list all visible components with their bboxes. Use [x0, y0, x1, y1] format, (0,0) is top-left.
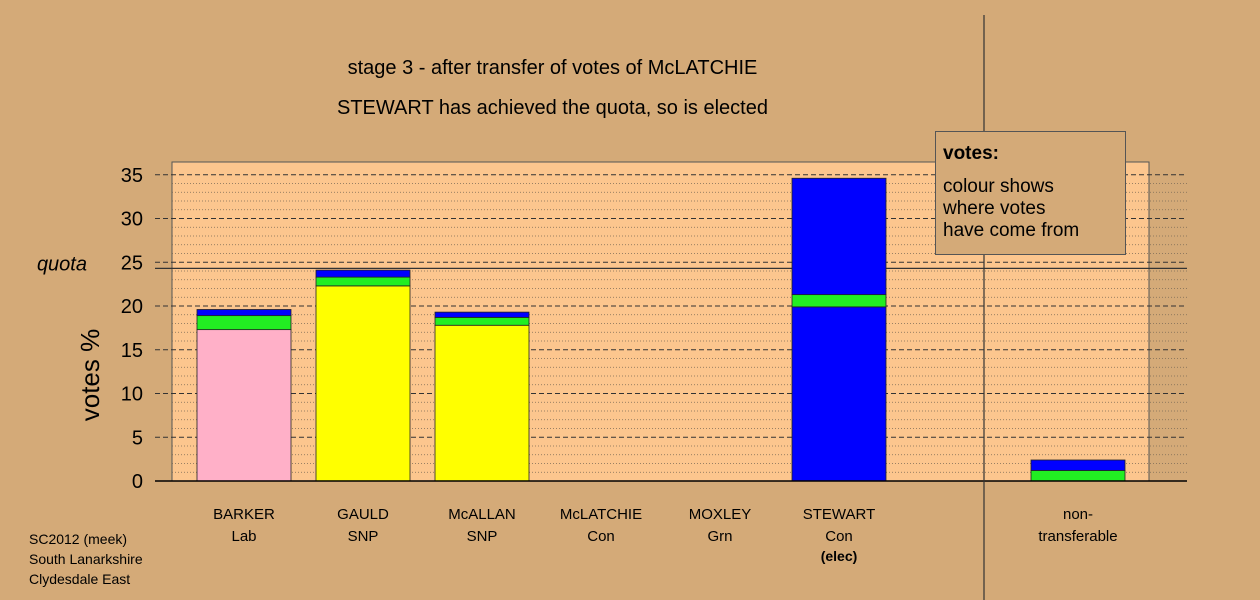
x-tick-label: McALLAN: [448, 506, 516, 523]
bar-segment: [791, 294, 887, 308]
x-tick-party: SNP: [348, 528, 379, 545]
bar-segment: [791, 306, 887, 482]
legend-text: colour shows: [943, 176, 1054, 197]
bar-segment: [196, 309, 292, 317]
source-line: SC2012 (meek): [29, 531, 128, 547]
bar-segment: [315, 285, 411, 482]
x-tick-party: Con: [825, 528, 853, 545]
bar-segment: [196, 329, 292, 482]
y-tick-label: 30: [121, 209, 143, 231]
y-tick-label: 10: [121, 384, 143, 406]
x-tick-label: McLATCHIE: [560, 506, 642, 523]
bars: [196, 177, 1126, 482]
bar-segment: [1030, 470, 1126, 482]
bar-segment: [1030, 459, 1126, 471]
y-tick-label: 5: [132, 427, 143, 449]
x-tick-party: Con: [587, 528, 615, 545]
y-axis-title: votes %: [75, 329, 105, 422]
x-tick-party: SNP: [467, 528, 498, 545]
quota-label: quota: [37, 253, 87, 275]
x-tick-label: BARKER: [213, 506, 275, 523]
legend-title: votes:: [943, 143, 999, 164]
bar-segment: [434, 316, 530, 326]
x-tick-label: transferable: [1038, 528, 1117, 545]
x-tick-label: MOXLEY: [689, 506, 752, 523]
source-line: Clydesdale East: [29, 571, 131, 587]
bar-segment: [791, 177, 887, 296]
x-tick-label: STEWART: [803, 506, 876, 523]
x-tick-label: GAULD: [337, 506, 389, 523]
source-line: South Lanarkshire: [29, 551, 143, 567]
y-tick-label: 25: [121, 252, 143, 274]
y-tick-label: 0: [132, 471, 143, 493]
x-axis-labels: BARKER Lab GAULD SNP McALLAN SNP McLATCHIE Con M…: [213, 506, 1117, 564]
bar-segment: [196, 315, 292, 331]
bar-segment: [315, 276, 411, 287]
x-tick-party: Lab: [231, 528, 256, 545]
y-tick-label: 15: [121, 340, 143, 362]
x-tick-party: Grn: [707, 528, 732, 545]
elected-note: (elec): [821, 548, 858, 564]
y-axis: 0 5 10 15 20 25 30 35 quota: [37, 165, 143, 493]
y-tick-label: 20: [121, 296, 143, 318]
x-tick-label: non-: [1063, 506, 1093, 523]
legend: votes: colour shows where votes have com…: [935, 131, 1126, 255]
bar-segment: [434, 324, 530, 482]
legend-text: where votes: [943, 198, 1046, 219]
y-tick-label: 35: [121, 165, 143, 187]
chart-subtitle: STEWART has achieved the quota, so is el…: [337, 97, 768, 119]
chart-title: stage 3 - after transfer of votes of McL…: [347, 57, 758, 79]
bar-segment: [315, 269, 411, 278]
legend-text: have come from: [943, 220, 1080, 241]
bar-segment: [434, 311, 530, 318]
